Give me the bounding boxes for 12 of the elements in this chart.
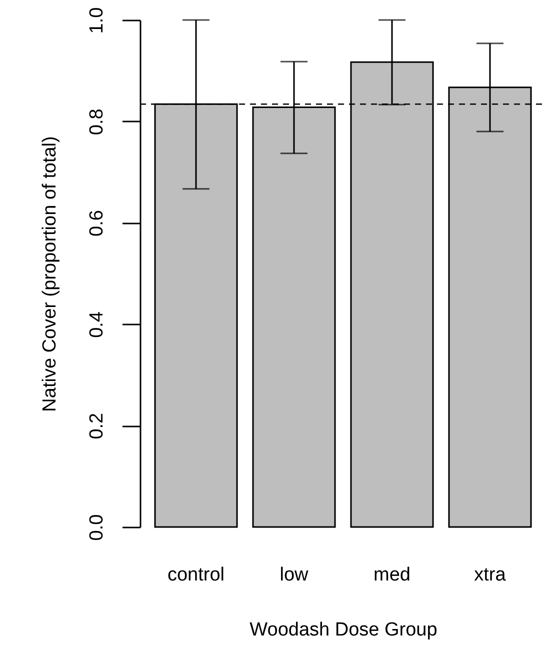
y-axis-title: Native Cover (proportion of total)	[40, 136, 60, 412]
x-tick-label: xtra	[474, 564, 506, 586]
y-tick-label: 0.2	[86, 412, 108, 440]
y-tick-label: 0.4	[86, 311, 108, 338]
y-tick-label: 0.0	[86, 514, 108, 541]
y-tick-label: 0.8	[86, 108, 108, 136]
x-axis-title: Woodash Dose Group	[250, 620, 438, 640]
y-tick-label: 0.6	[86, 210, 108, 237]
y-tick-label: 1.0	[86, 7, 108, 34]
x-tick-label: med	[374, 564, 410, 586]
x-tick-label: control	[167, 564, 225, 586]
x-tick-label: low	[280, 564, 309, 586]
